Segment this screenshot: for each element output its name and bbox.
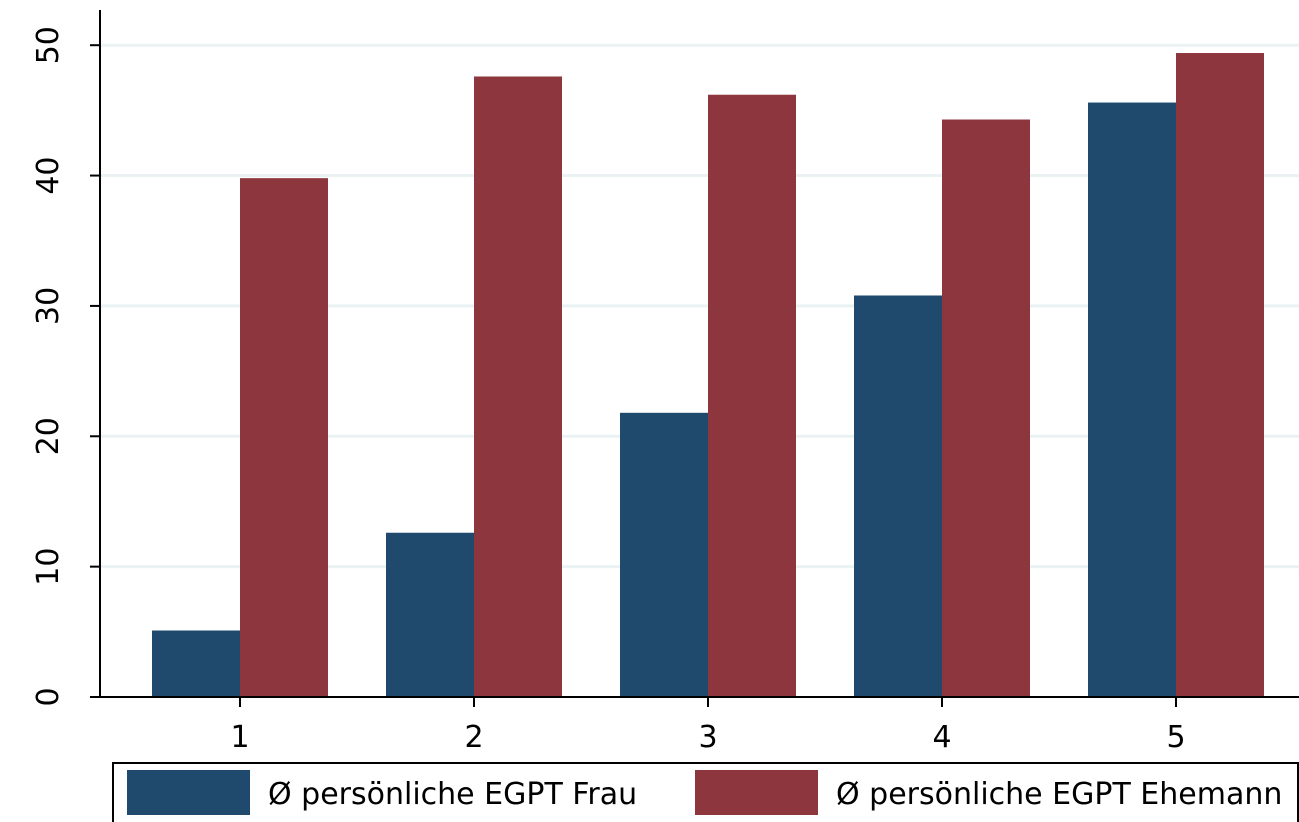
y-tick-label: 10 <box>31 548 66 586</box>
legend-swatch <box>127 770 250 815</box>
x-tick-label: 2 <box>464 720 483 755</box>
x-tick-label: 4 <box>932 720 951 755</box>
bar <box>854 295 942 697</box>
x-tick-label: 1 <box>230 720 249 755</box>
bar <box>474 76 562 697</box>
bar <box>942 119 1030 697</box>
bar <box>1088 102 1176 698</box>
bar <box>386 532 474 697</box>
legend-label: Ø persönliche EGPT Frau <box>268 777 637 812</box>
y-tick-label: 50 <box>31 26 66 64</box>
y-tick-label: 0 <box>31 687 66 706</box>
bar <box>240 178 328 697</box>
bar <box>1176 53 1264 697</box>
y-tick-label: 30 <box>31 287 66 325</box>
bar <box>620 412 708 697</box>
y-tick-label: 40 <box>31 156 66 194</box>
bar <box>708 94 796 697</box>
bar <box>152 630 240 697</box>
y-tick-label: 20 <box>31 417 66 455</box>
legend-label: Ø persönliche EGPT Ehemann <box>836 777 1282 812</box>
legend-swatch <box>695 770 818 815</box>
x-tick-label: 5 <box>1166 720 1185 755</box>
x-tick-label: 3 <box>698 720 717 755</box>
